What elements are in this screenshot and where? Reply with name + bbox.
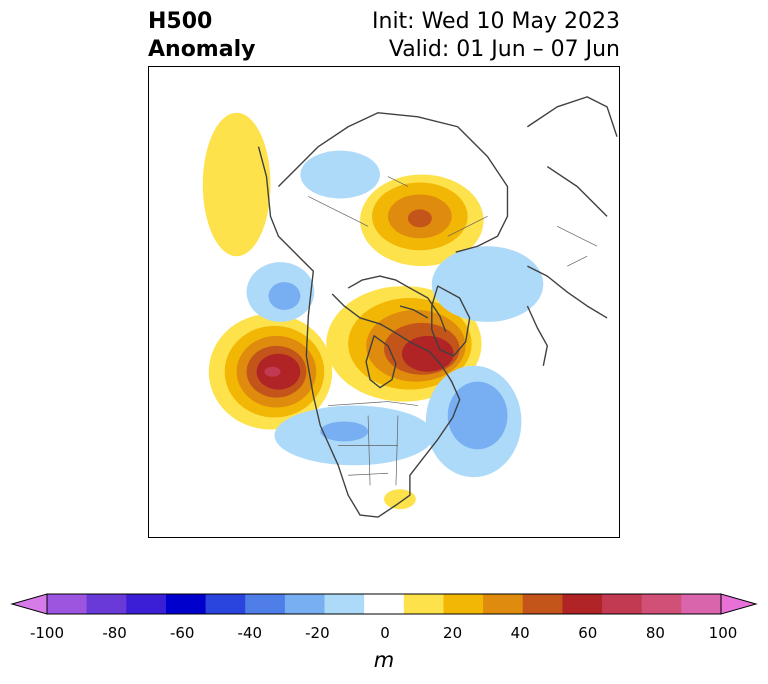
colorbar-tick-label: -60 [169,624,195,642]
colorbar-tick-label: 80 [645,624,665,642]
asia-coast [277,112,509,253]
southeast-high [384,489,416,510]
colorbar-outline [46,593,722,615]
colorbar-segment [165,594,207,614]
positive-anomaly-shading [202,112,484,510]
colorbar-segment [641,594,682,614]
aleutian-low-inner [268,282,301,310]
east-siberia-low [431,246,544,322]
colorbar-segment [483,594,524,614]
variable-label: H500 [148,9,213,34]
north-america-coast [257,146,461,518]
colorbar-segment [562,594,603,614]
colorbar [10,593,758,615]
colorbar-segment [126,594,167,614]
east-asia [527,96,618,217]
colorbar-segment [403,594,444,614]
colorbar-segment [86,594,127,614]
greenland [431,285,471,357]
colorbar-tick-label: -80 [102,624,127,642]
colorbar-tick-label: 0 [380,624,390,642]
colorbar-segment [602,594,643,614]
atlantic-low-inner [447,381,508,450]
colorbar-segment [205,594,246,614]
hudson-bay [365,335,397,389]
colorbar-segment [443,594,484,614]
colorbar-tick-label: 100 [708,624,738,642]
valid-date: Valid: 01 Jun – 07 Jun [388,37,620,62]
central-us-low-inner [320,421,369,442]
anomaly-map [148,66,620,538]
colorbar-extend-max [720,593,758,615]
colorbar-segment [324,594,365,614]
colorbar-segment [284,594,326,614]
colorbar-segment [364,594,405,614]
bering-high [202,112,271,257]
colorbar-tick-label: 20 [443,624,463,642]
europe-coast [526,265,608,366]
siberia-high-core [407,209,432,228]
colorbar-tick-label: 60 [578,624,598,642]
field-label: Anomaly [148,37,256,62]
colorbar-tick-label: -100 [29,624,65,642]
colorbar-segment [522,594,563,614]
canadian-arctic-islands [347,275,447,333]
map-title: H500 Anomaly [148,8,255,64]
init-date: Init: Wed 10 May 2023 [372,9,620,34]
colorbar-extend-min [10,593,48,615]
political-boundaries [308,176,598,486]
coastlines [257,96,618,518]
colorbar-unit-label: m [373,648,395,672]
colorbar-segment [47,594,88,614]
colorbar-tick-label: -20 [305,624,330,642]
colorbar-tick-label: -40 [237,624,263,642]
colorbar-segment [681,594,722,614]
colorbar-tick-label: 40 [510,624,530,642]
map-dates: Init: Wed 10 May 2023 Valid: 01 Jun – 07… [372,8,620,64]
colorbar-segment [245,594,286,614]
negative-anomaly-shading [246,150,544,478]
alaska-low [300,150,381,199]
pacific-high-center [264,366,281,377]
